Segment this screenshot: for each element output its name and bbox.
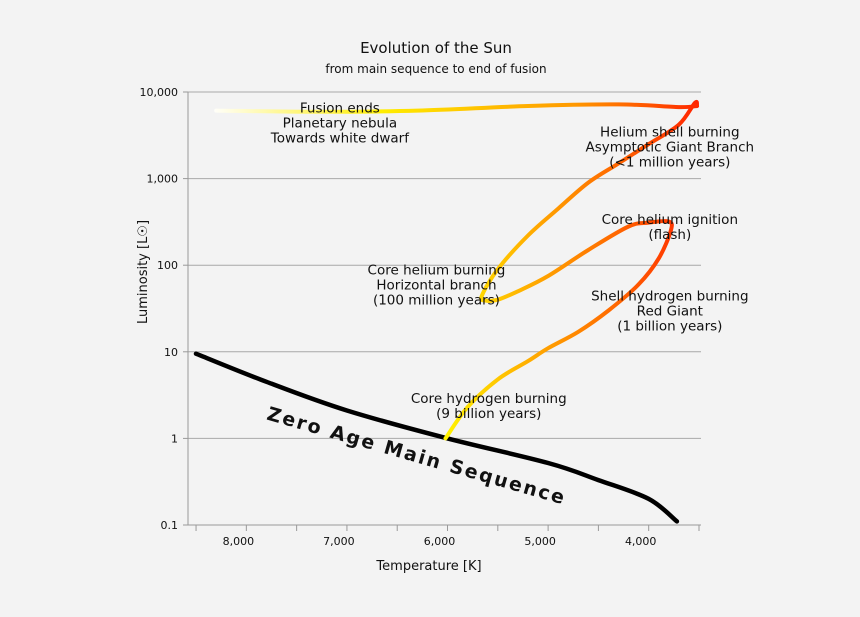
annotation: Core hydrogen burning(9 billion years) [411, 391, 567, 422]
annotation-line: (100 million years) [373, 293, 500, 309]
x-tick-label: 7,000 [323, 535, 355, 548]
annotation-line: (9 billion years) [436, 406, 541, 422]
y-tick-label: 100 [157, 259, 178, 272]
annotation: Core helium ignition(flash) [602, 212, 738, 243]
annotation-line: Asymptotic Giant Branch [586, 140, 755, 156]
x-axis-title: Temperature [K] [375, 559, 481, 574]
y-tick-label: 1,000 [147, 173, 179, 186]
y-tick-label: 10 [164, 346, 178, 359]
x-tick-label: 5,000 [524, 535, 556, 548]
tick-labels: 0.1 1 10 100 1,000 10,000 8,000 7,000 6,000 5,000… [140, 86, 657, 548]
annotation-line: Fusion ends [300, 100, 380, 116]
annotation-line: (flash) [648, 227, 691, 243]
sun-track-line [443, 99, 699, 441]
sun-track-final-line [214, 102, 699, 114]
axes [183, 91, 701, 531]
chart-title: Evolution of the Sun [360, 39, 512, 57]
annotation-line: Core hydrogen burning [411, 391, 567, 407]
annotation-line: Core helium burning [368, 263, 506, 279]
annotation-line: Planetary nebula [283, 115, 397, 131]
y-tick-label: 10,000 [140, 86, 179, 99]
x-tick-label: 8,000 [223, 535, 255, 548]
series [193, 99, 699, 524]
annotation-line: Shell hydrogen burning [591, 289, 748, 305]
annotation-line: Towards white dwarf [270, 130, 410, 146]
x-tick-label: 6,000 [424, 535, 456, 548]
annotation-line: (1 billion years) [617, 319, 722, 335]
y-tick-label: 1 [171, 432, 178, 445]
annotation-line: (<1 million years) [609, 155, 730, 171]
gridlines [188, 91, 701, 439]
main-sequence-line [193, 351, 680, 524]
x-tick-label: 4,000 [625, 535, 657, 548]
annotation-line: Helium shell burning [600, 125, 740, 141]
annotation-line: Red Giant [637, 304, 703, 320]
annotation-line: Horizontal branch [376, 278, 496, 294]
chart-subtitle: from main sequence to end of fusion [325, 62, 546, 76]
y-axis-title: Luminosity [L☉] [136, 220, 151, 324]
annotation-line: Core helium ignition [602, 212, 738, 228]
y-tick-label: 0.1 [161, 519, 179, 532]
